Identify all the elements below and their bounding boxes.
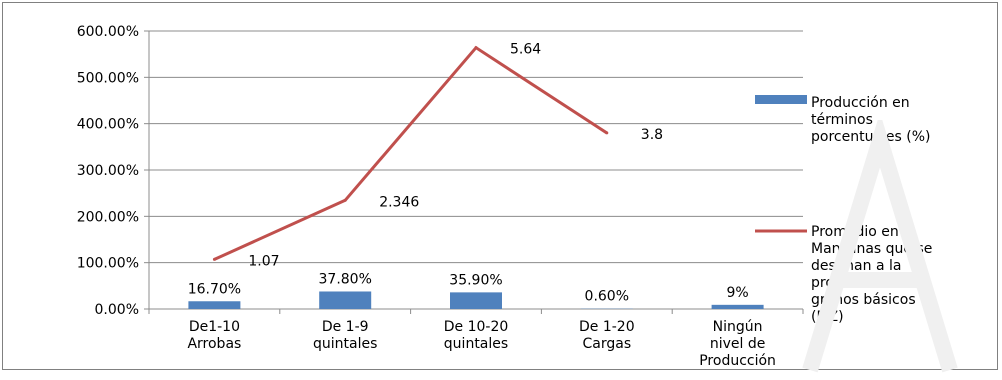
legend-label-line: Promedio en	[811, 224, 899, 240]
y-tick-label: 200.00%	[77, 209, 139, 225]
y-tick-labels: 0.00% 100.00% 200.00% 300.00% 400.00% 500.00%…	[77, 24, 139, 318]
x-category-label: De 10-20	[444, 319, 509, 335]
line-point	[475, 46, 478, 49]
line-point	[344, 199, 347, 202]
line-data-label: 2.346	[379, 194, 419, 210]
bar-data-label: 0.60%	[585, 289, 629, 305]
bar-data-label: 16.70%	[188, 281, 241, 297]
x-category-label: Producción	[699, 353, 776, 369]
x-category-label: De1-10	[189, 319, 240, 335]
legend-label-line: Manzanas que se	[811, 241, 932, 257]
bar	[712, 305, 764, 309]
x-category-label: quintales	[444, 336, 508, 352]
bar	[450, 292, 502, 309]
bar-data-label: 37.80%	[319, 271, 372, 287]
legend-label-line: producción de	[811, 275, 910, 291]
legend-label-bar: términos	[811, 112, 873, 128]
line-series	[213, 46, 608, 261]
x-category-label: nivel de	[710, 336, 766, 352]
chart-frame: 0.00% 100.00% 200.00% 300.00% 400.00% 500.00%…	[2, 2, 998, 370]
x-category-label: Ningún	[713, 319, 763, 335]
legend-bar-swatch	[755, 95, 807, 104]
line-data-label: 1.07	[248, 253, 279, 269]
line-data-label: 5.64	[510, 42, 541, 58]
x-category-label: Cargas	[582, 336, 631, 352]
y-tick-label: 0.00%	[95, 302, 139, 318]
gridlines	[144, 31, 803, 309]
line-data-label: 3.8	[641, 127, 663, 143]
bar	[188, 301, 240, 309]
bar-series	[188, 291, 763, 309]
y-tick-label: 400.00%	[77, 117, 139, 133]
legend-label-bar: Producción en	[811, 95, 910, 111]
line-point	[605, 131, 608, 134]
x-category-label: quintales	[313, 336, 377, 352]
y-tick-label: 500.00%	[77, 70, 139, 86]
bar	[319, 291, 371, 309]
line-series-path	[214, 48, 606, 260]
legend-label-line: granos básicos	[811, 292, 916, 308]
legend-label-line: destinan a la	[811, 258, 901, 274]
line-data-labels: 1.07 2.346 5.64 3.8	[248, 42, 663, 270]
x-category-label: Arrobas	[187, 336, 241, 352]
bar-data-label: 9%	[726, 285, 748, 301]
y-tick-label: 100.00%	[77, 256, 139, 272]
y-tick-label: 300.00%	[77, 163, 139, 179]
legend-label-bar: porcentuales (%)	[811, 129, 931, 145]
legend-label-line: (MZ)	[811, 309, 844, 325]
chart-svg: 0.00% 100.00% 200.00% 300.00% 400.00% 500.00%…	[3, 3, 999, 371]
x-category-label: De 1-20	[579, 319, 635, 335]
bar-data-label: 35.90%	[449, 272, 502, 288]
x-category-label: De 1-9	[322, 319, 369, 335]
y-tick-label: 600.00%	[77, 24, 139, 40]
line-point	[213, 258, 216, 261]
